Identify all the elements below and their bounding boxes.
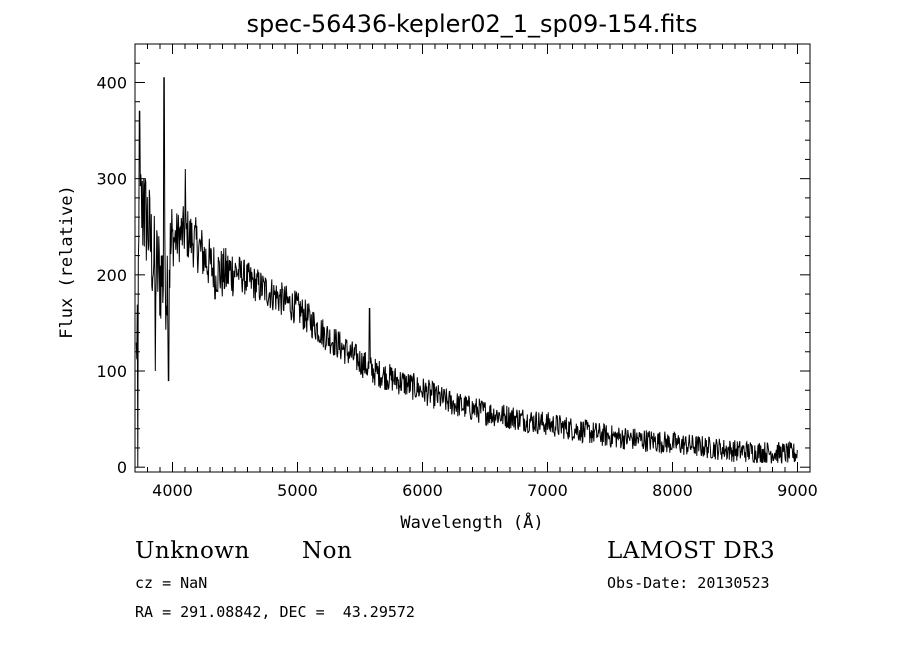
- obs-date-line: Obs-Date: 20130523: [607, 574, 770, 592]
- x-tick-label: 8000: [652, 481, 693, 500]
- y-tick-label: 300: [96, 170, 127, 189]
- chart-title: spec-56436-kepler02_1_sp09-154.fits: [247, 10, 698, 38]
- redshift-line: cz = NaN: [135, 574, 208, 592]
- y-tick-label: 0: [117, 458, 127, 477]
- spectrum-line: [135, 77, 798, 468]
- y-tick-label: 100: [96, 362, 127, 381]
- y-tick-label: 400: [96, 73, 127, 92]
- object-class: Unknown: [135, 538, 250, 564]
- x-tick-label: 9000: [777, 481, 818, 500]
- x-axis-label: Wavelength (Å): [400, 511, 543, 533]
- y-axis-label: Flux (relative): [57, 185, 77, 339]
- axis-tick-labels: 4000 5000 6000 7000 8000 9000 0 100 200 300 400: [96, 73, 817, 500]
- x-tick-label: 6000: [402, 481, 443, 500]
- spectrum-chart: spec-56436-kepler02_1_sp09-154.fits 4000…: [57, 10, 818, 533]
- x-tick-label: 7000: [527, 481, 568, 500]
- x-tick-label: 4000: [152, 481, 193, 500]
- coordinates-line: RA = 291.08842, DEC = 43.29572: [135, 603, 415, 621]
- survey-label: LAMOST DR3: [607, 538, 776, 564]
- object-subclass: Non: [302, 538, 353, 564]
- y-tick-label: 200: [96, 266, 127, 285]
- x-tick-label: 5000: [277, 481, 318, 500]
